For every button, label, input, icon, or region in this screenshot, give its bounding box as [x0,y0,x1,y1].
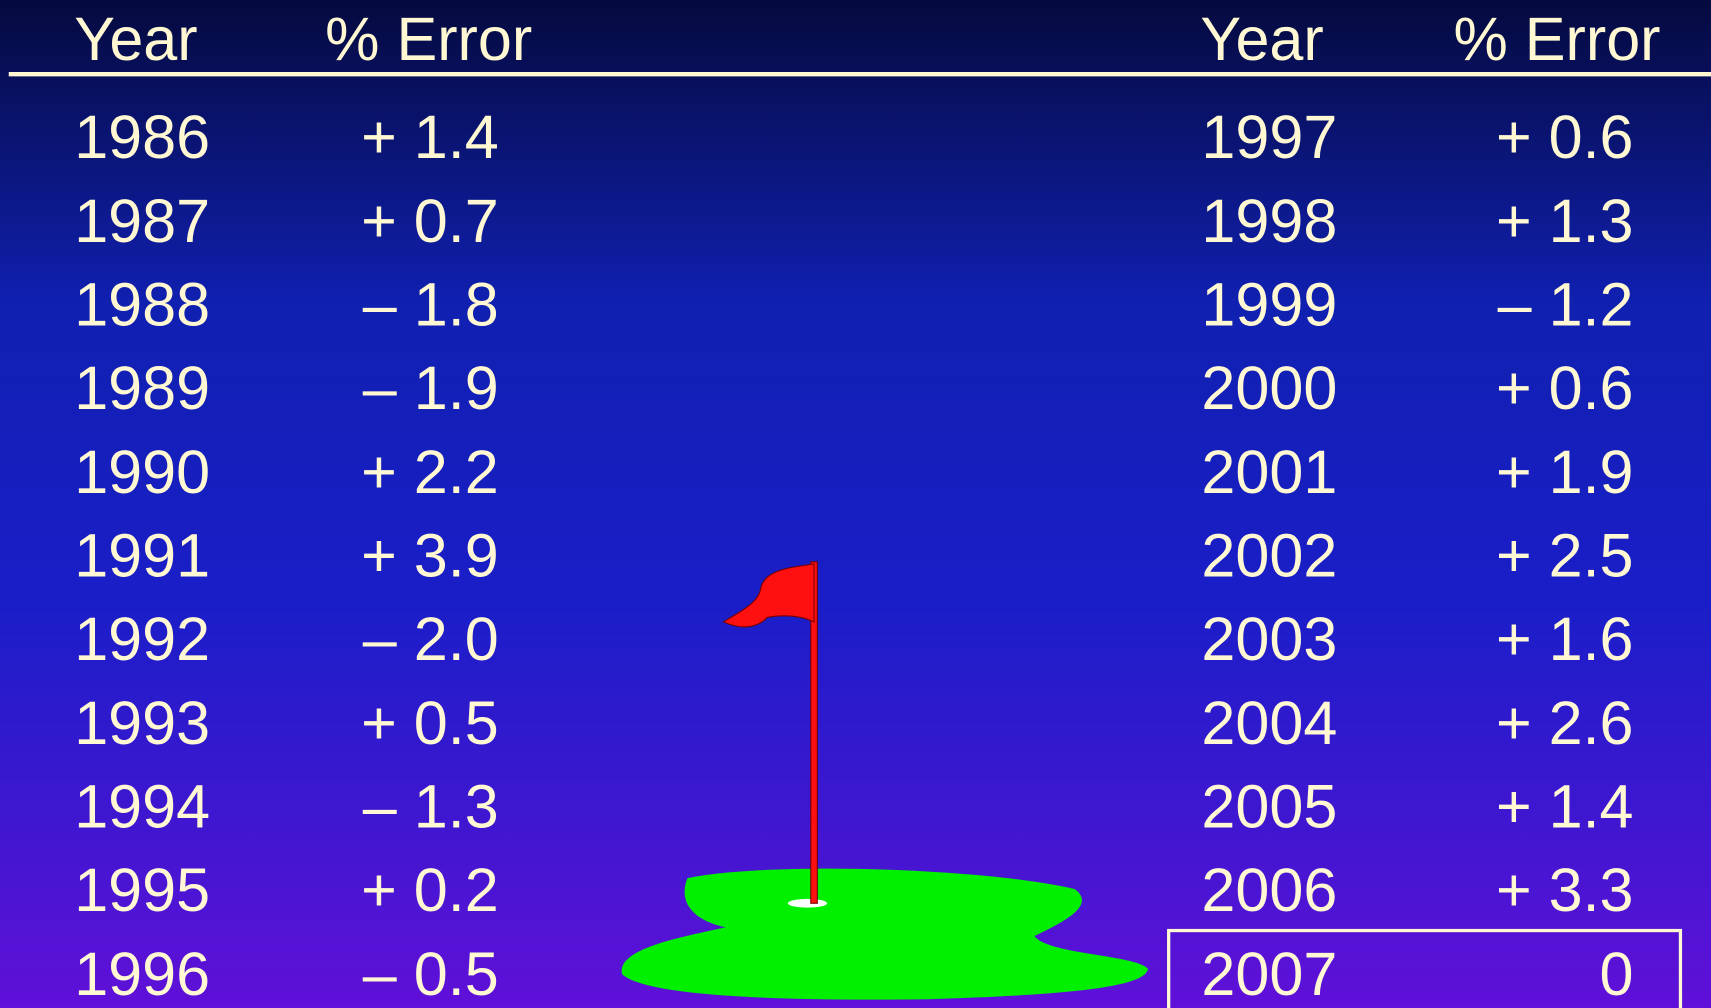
year-cell: 1990 [74,438,210,506]
error-cell: + 0.5 [361,689,499,757]
error-cell: + 1.3 [1496,187,1634,255]
error-cell: + 0.6 [1496,103,1634,171]
column-header: Year [74,5,197,73]
year-cell: 2006 [1201,856,1337,924]
hole [787,898,828,908]
year-cell: 2005 [1201,773,1337,841]
year-cell: 1991 [74,522,210,590]
error-cell: – 1.2 [1498,271,1634,339]
year-cell: 2000 [1201,354,1337,422]
column-header: % Error [325,5,532,73]
error-cell: – 1.8 [363,271,499,339]
year-cell: 1999 [1201,271,1337,339]
year-cell: 1994 [74,773,210,841]
error-cell: + 1.4 [361,103,499,171]
year-cell: 1993 [74,689,210,757]
error-cell: + 0.7 [361,187,499,255]
error-cell: + 1.6 [1496,605,1634,673]
error-cell: + 1.4 [1496,773,1634,841]
error-cell: + 0.2 [361,856,499,924]
year-cell: 1995 [74,856,210,924]
error-cell: + 2.5 [1496,522,1634,590]
year-cell: 1996 [74,940,210,1008]
error-cell: + 2.2 [361,438,499,506]
putting-green [621,868,1148,1000]
year-cell: 2007 [1201,940,1337,1008]
column-header: Year [1200,5,1323,73]
year-cell: 1989 [74,354,210,422]
highlight-box [1167,928,1683,1008]
error-cell: – 1.3 [363,773,499,841]
error-cell: + 2.6 [1496,689,1634,757]
year-cell: 1997 [1201,103,1337,171]
error-cell: + 3.9 [361,522,499,590]
year-cell: 1992 [74,605,210,673]
flag [722,563,815,628]
year-cell: 1998 [1201,187,1337,255]
year-cell: 2002 [1201,522,1337,590]
error-cell: – 1.9 [363,354,499,422]
year-cell: 1987 [74,187,210,255]
year-cell: 2003 [1201,605,1337,673]
year-cell: 1988 [74,271,210,339]
year-cell: 2001 [1201,438,1337,506]
flag-pole [810,561,818,904]
error-cell: + 3.3 [1496,856,1634,924]
error-cell: – 2.0 [363,605,499,673]
error-cell: 0 [1600,940,1634,1008]
error-cell: + 1.9 [1496,438,1634,506]
year-cell: 2004 [1201,689,1337,757]
error-cell: + 0.6 [1496,354,1634,422]
year-cell: 1986 [74,103,210,171]
error-cell: – 0.5 [363,940,499,1008]
column-header: % Error [1453,5,1660,73]
